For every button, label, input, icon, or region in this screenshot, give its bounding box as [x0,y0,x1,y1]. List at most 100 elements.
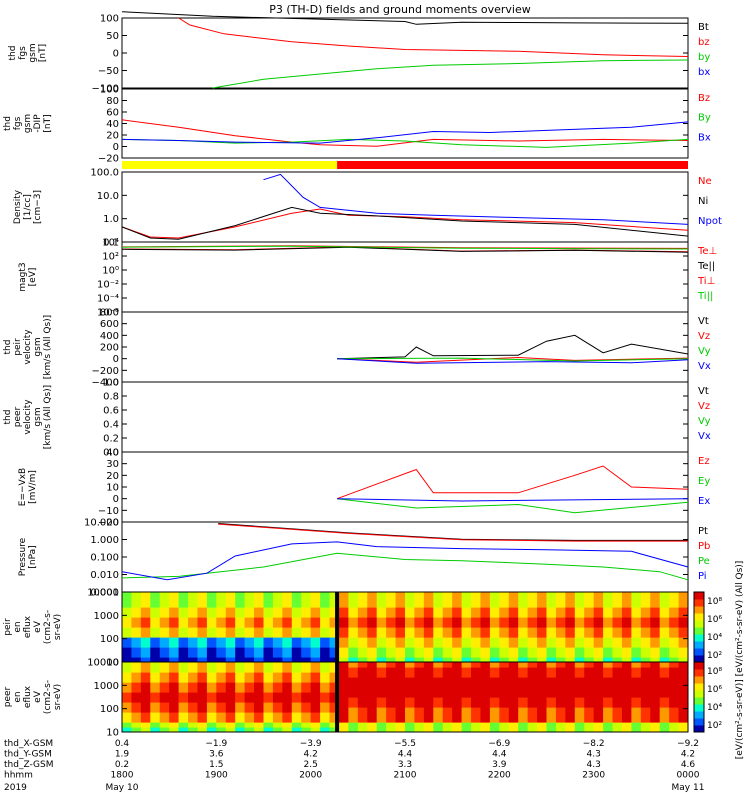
heatmap-cell [621,662,632,668]
heatmap-cell [508,677,519,683]
heatmap-cell [310,657,321,662]
heatmap-cell [244,722,255,728]
heatmap-cell [414,657,425,662]
heatmap-cell [216,662,227,668]
heatmap-cell [518,717,529,723]
heatmap-cell [367,692,378,698]
legend-Pi: Pi [698,571,707,582]
heatmap-cell [235,717,246,723]
heatmap-cell [452,617,463,623]
heatmap-cell [442,607,453,613]
heatmap-cell [603,597,614,603]
heatmap-cell [518,727,529,732]
y-axis-label-line: peer [3,686,13,707]
heatmap-cell [650,607,661,613]
heatmap-cell [640,662,651,668]
y-tick-label: 10⁰ [102,266,119,277]
heatmap-cell [150,717,161,723]
heatmap-cell [659,667,670,673]
heatmap-cell [159,702,170,708]
heatmap-cell [310,612,321,618]
heatmap-cell [612,687,623,693]
heatmap-cell [329,657,340,662]
heatmap-cell [348,607,359,613]
heatmap-cell [508,722,519,728]
heatmap-cell [395,612,406,618]
heatmap-cell [263,617,274,623]
heatmap-cell [621,727,632,732]
heatmap-cell [423,642,434,648]
heatmap-cell [518,687,529,693]
heatmap-cell [423,707,434,713]
heatmap-cell [423,672,434,678]
heatmap-cell [254,717,265,723]
heatmap-cell [537,652,548,658]
heatmap-cell [499,692,510,698]
heatmap-cell [593,622,604,628]
y-tick-label: 0.100 [90,553,119,564]
heatmap-cell [442,662,453,668]
heatmap-cell [640,622,651,628]
heatmap-cell [329,677,340,683]
heatmap-cell [254,607,265,613]
heatmap-cell [272,662,283,668]
heatmap-cell [537,702,548,708]
heatmap-cell [593,707,604,713]
heatmap-cell [433,612,444,618]
heatmap-cell [291,632,302,638]
heatmap-cell [621,722,632,728]
heatmap-cell [197,712,208,718]
heatmap-cell [188,622,199,628]
heatmap-cell [442,672,453,678]
y-axis-label-line: [nT] [43,114,53,132]
heatmap-cell [678,612,688,618]
heatmap-cell [405,727,416,732]
heatmap-cell [650,622,661,628]
heatmap-cell [423,717,434,723]
heatmap-cell [301,642,312,648]
heatmap-cell [320,722,331,728]
heatmap-cell [555,622,566,628]
heatmap-cell [140,602,151,608]
heatmap-cell [574,622,585,628]
heatmap-cell [188,597,199,603]
x-row-value: 4.4 [398,750,413,760]
heatmap-cell [471,722,482,728]
heatmap-cell [169,707,180,713]
heatmap-cell [169,602,180,608]
heatmap-cell [584,592,595,598]
heatmap-cell [433,657,444,662]
heatmap-cell [405,717,416,723]
heatmap-cell [263,607,274,613]
heatmap-cell [631,652,642,658]
heatmap-cell [433,672,444,678]
heatmap-cell [386,597,397,603]
heatmap-cell [310,707,321,713]
heatmap-cell [659,612,670,618]
legend-Ti⊥: Ti⊥ [697,276,715,287]
y-axis-label-line: gsm [28,43,38,62]
heatmap-cell [546,672,557,678]
heatmap-cell [565,672,576,678]
series-line-Vt [337,334,689,360]
heatmap-cell [621,682,632,688]
heatmap-cell [640,687,651,693]
heatmap-cell [471,612,482,618]
heatmap-cell [414,652,425,658]
heatmap-cell [414,672,425,678]
x-row-value: 2000 [299,771,322,781]
colorbar-tick: 10² [707,721,722,731]
heatmap-cell [603,712,614,718]
heatmap-cell [122,727,133,732]
heatmap-cell [310,592,321,598]
heatmap-cell [178,702,189,708]
x-row-value: −3.9 [300,739,322,749]
heatmap-cell [593,712,604,718]
heatmap-cell [508,682,519,688]
heatmap-cell [329,622,340,628]
heatmap-cell [395,602,406,608]
heatmap-cell [178,632,189,638]
legend-Vx: Vx [698,431,711,442]
heatmap-cell [188,607,199,613]
heatmap-cell [386,697,397,703]
